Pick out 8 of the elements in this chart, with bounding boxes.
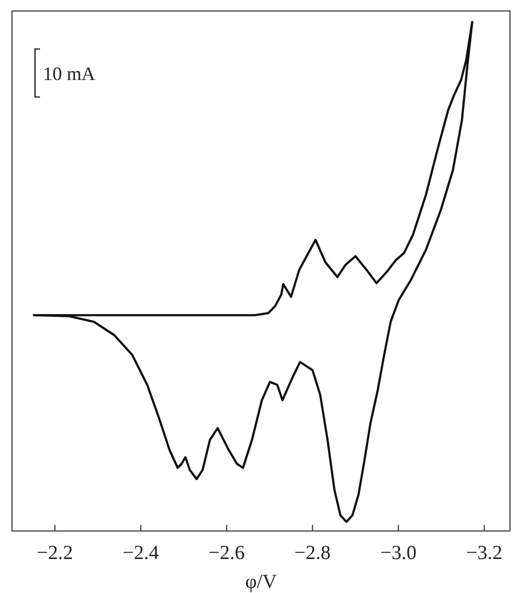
x-tick-label: −2.8 [294, 542, 331, 564]
annotation: 10 mA [43, 64, 96, 85]
x-tick-label: −2.2 [36, 542, 74, 564]
x-tick-label: −3.2 [466, 542, 502, 564]
x-tick-label: −2.4 [122, 542, 159, 564]
x-axis-title: φ/V [245, 571, 278, 593]
x-tick-label: −2.6 [208, 542, 245, 564]
x-tick-label: −3.0 [380, 542, 417, 564]
